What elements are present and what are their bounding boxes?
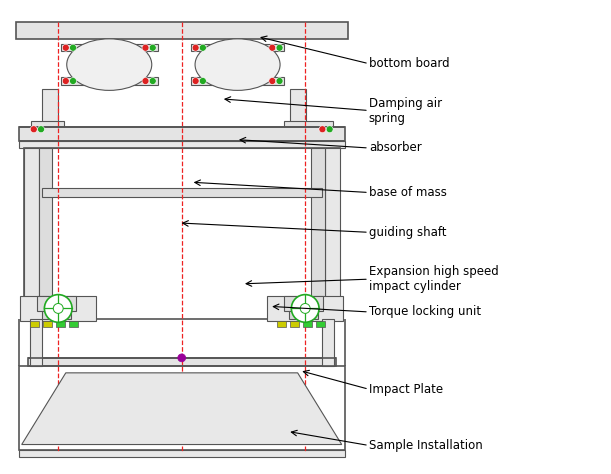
Bar — [29, 321, 38, 327]
Bar — [23, 148, 38, 319]
Bar — [23, 148, 340, 319]
Bar — [284, 121, 332, 137]
Circle shape — [178, 354, 186, 362]
Circle shape — [269, 78, 276, 84]
Bar — [19, 127, 345, 141]
Bar — [56, 321, 65, 327]
Circle shape — [62, 44, 69, 51]
Circle shape — [199, 44, 207, 51]
Bar — [42, 310, 71, 319]
Circle shape — [149, 78, 156, 84]
Bar — [42, 188, 322, 197]
Bar — [191, 44, 284, 52]
Bar — [27, 358, 335, 366]
Text: Torque locking unit: Torque locking unit — [369, 305, 481, 319]
Bar — [325, 148, 340, 319]
Bar — [37, 296, 76, 310]
Circle shape — [269, 44, 276, 51]
Circle shape — [291, 295, 319, 322]
Bar — [284, 296, 323, 310]
Bar — [268, 296, 343, 321]
Bar — [42, 90, 58, 129]
Bar — [19, 366, 345, 450]
Bar — [21, 296, 96, 321]
Text: base of mass: base of mass — [369, 186, 447, 199]
Circle shape — [142, 44, 149, 51]
Circle shape — [300, 303, 310, 313]
Circle shape — [199, 78, 207, 84]
Bar — [303, 321, 312, 327]
Circle shape — [45, 295, 72, 322]
Circle shape — [37, 126, 45, 133]
Circle shape — [276, 78, 283, 84]
Text: Expansion high speed
impact cylinder: Expansion high speed impact cylinder — [369, 265, 499, 293]
Bar — [70, 321, 78, 327]
Bar — [61, 44, 158, 52]
Circle shape — [192, 78, 199, 84]
Circle shape — [276, 44, 283, 51]
Text: Damping air
spring: Damping air spring — [369, 97, 442, 125]
Circle shape — [53, 303, 63, 313]
Circle shape — [70, 78, 76, 84]
Bar — [29, 319, 42, 366]
Polygon shape — [22, 373, 342, 445]
Circle shape — [62, 78, 69, 84]
Bar — [316, 321, 326, 327]
Text: bottom board: bottom board — [369, 57, 450, 70]
Bar — [16, 21, 348, 39]
Text: Impact Plate: Impact Plate — [369, 383, 443, 396]
Circle shape — [70, 44, 76, 51]
Bar — [38, 148, 53, 319]
Circle shape — [149, 44, 156, 51]
Bar — [290, 321, 299, 327]
Circle shape — [142, 78, 149, 84]
Bar — [19, 141, 345, 148]
Circle shape — [326, 126, 333, 133]
Bar — [19, 450, 345, 457]
Bar — [43, 321, 52, 327]
Circle shape — [31, 126, 37, 133]
Bar — [191, 77, 284, 85]
Bar — [322, 319, 334, 366]
Bar — [277, 321, 285, 327]
Circle shape — [319, 126, 326, 133]
Bar — [290, 90, 306, 129]
Bar — [31, 121, 64, 137]
Text: guiding shaft: guiding shaft — [369, 226, 447, 239]
Ellipse shape — [67, 39, 152, 91]
Text: Sample Installation: Sample Installation — [369, 439, 483, 452]
Text: absorber: absorber — [369, 142, 422, 155]
Circle shape — [192, 44, 199, 51]
Bar — [289, 310, 318, 319]
Ellipse shape — [195, 39, 280, 91]
Bar — [311, 148, 325, 319]
Bar — [61, 77, 158, 85]
